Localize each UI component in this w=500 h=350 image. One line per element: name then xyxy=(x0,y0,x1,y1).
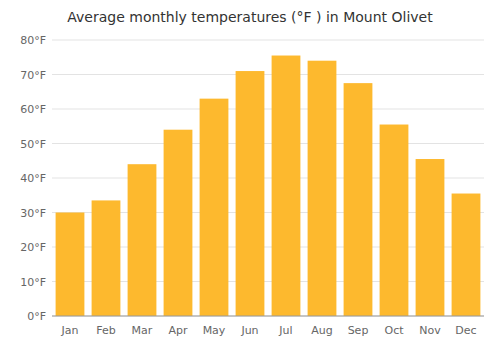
bars xyxy=(56,56,481,316)
x-tick-label: May xyxy=(203,324,226,337)
chart-container: Average monthly temperatures (°F ) in Mo… xyxy=(0,0,500,350)
x-tick-label: Aug xyxy=(311,324,332,337)
y-tick-label: 70°F xyxy=(20,69,46,82)
title: Average monthly temperatures (°F ) in Mo… xyxy=(67,9,433,25)
bar xyxy=(236,71,265,316)
x-tick-label: Mar xyxy=(132,324,153,337)
chart: Average monthly temperatures (°F ) in Mo… xyxy=(0,0,500,350)
x-tick-label: Oct xyxy=(384,324,404,337)
y-tick-label: 80°F xyxy=(20,34,46,47)
y-tick-label: 0°F xyxy=(27,310,46,323)
bar xyxy=(344,83,373,316)
bar xyxy=(56,213,85,317)
x-tick-label: Apr xyxy=(168,324,188,337)
x-tick-label: Jun xyxy=(240,324,258,337)
bar xyxy=(308,61,337,316)
y-tick-label: 20°F xyxy=(20,241,46,254)
x-tick-label: Jul xyxy=(278,324,292,337)
bar xyxy=(380,125,409,316)
bar xyxy=(92,200,121,316)
grid-line xyxy=(52,316,484,317)
bar xyxy=(200,99,229,316)
bar xyxy=(164,130,193,316)
bar xyxy=(452,194,481,316)
x-tick-label: Jan xyxy=(61,324,79,337)
grid-line xyxy=(52,143,484,144)
y-axis: 0°F 10°F 20°F 30°F 40°F 50°F 60°F 70°F 80°F xyxy=(20,34,484,323)
grid-line xyxy=(52,109,484,110)
y-tick-label: 50°F xyxy=(20,138,46,151)
x-axis: Jan Feb Mar Apr May Jun Jul Aug Sep Oct Nov Dec xyxy=(52,316,484,337)
grid-line xyxy=(52,74,484,75)
x-tick-label: Dec xyxy=(455,324,476,337)
y-tick-label: 30°F xyxy=(20,207,46,220)
x-tick-label: Sep xyxy=(348,324,369,337)
bar xyxy=(128,164,157,316)
y-tick-label: 10°F xyxy=(20,276,46,289)
x-tick-label: Feb xyxy=(96,324,115,337)
y-tick-label: 60°F xyxy=(20,103,46,116)
x-tick-label: Nov xyxy=(419,324,441,337)
bar xyxy=(272,56,301,316)
x-axis-line xyxy=(52,316,484,317)
y-tick-label: 40°F xyxy=(20,172,46,185)
grid-line xyxy=(52,40,484,41)
bar xyxy=(416,159,445,316)
